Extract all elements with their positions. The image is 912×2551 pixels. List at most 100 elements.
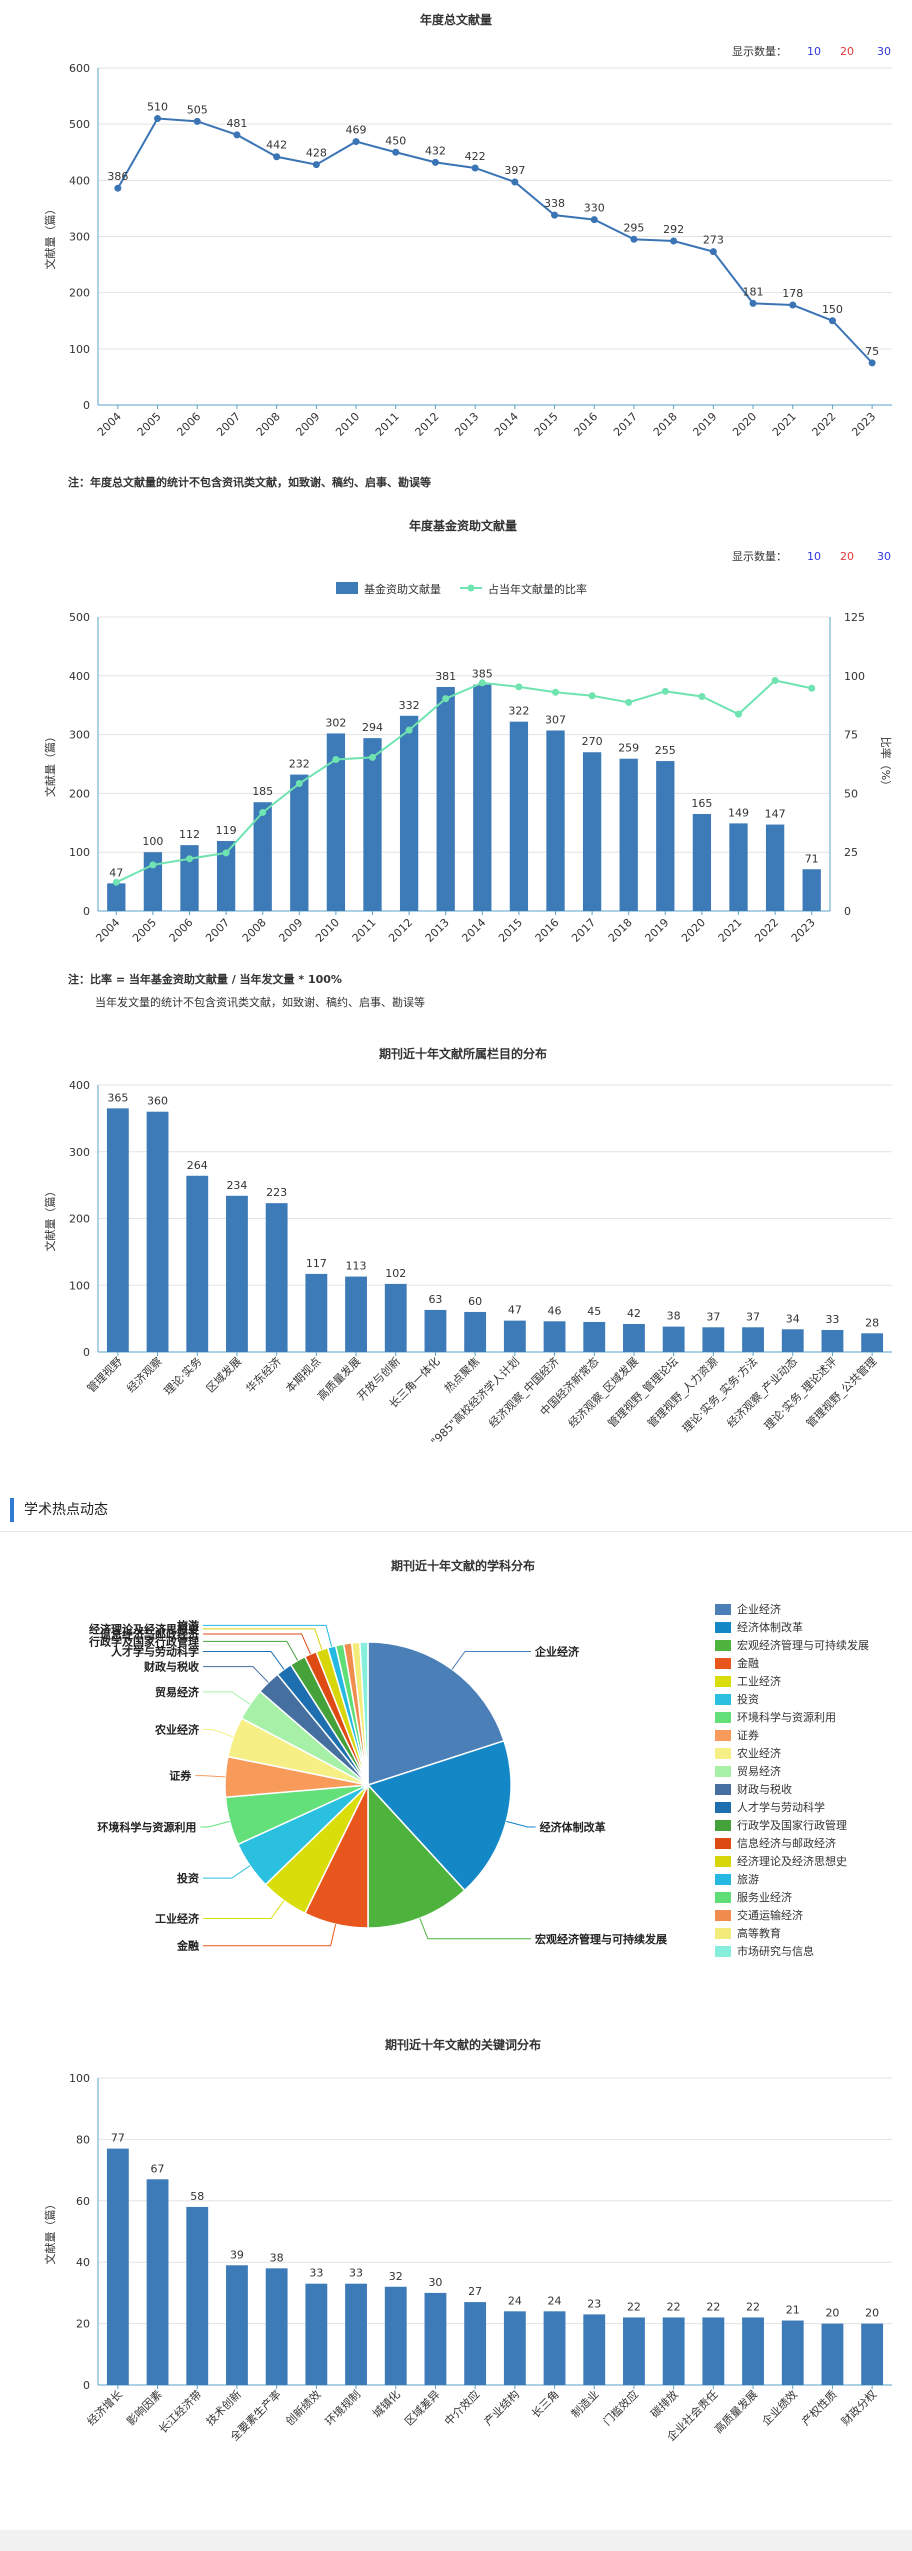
legend-label: 服务业经济 — [737, 1891, 792, 1904]
legend-item[interactable]: 服务业经济 — [715, 1888, 905, 1906]
data-label: 469 — [346, 124, 367, 137]
y-tick-label: 20 — [76, 2318, 90, 2331]
x-tick-label: 经济观察_中国经济 — [486, 1354, 562, 1430]
note-annual-total: 注：年度总文献量的统计不包含资讯类文献，如致谢、稿约、启事、勘误等 — [68, 476, 431, 489]
data-label: 33 — [349, 2267, 363, 2280]
data-point — [114, 184, 122, 192]
data-label: 45 — [587, 1305, 601, 1318]
legend-item[interactable]: 市场研究与信息 — [715, 1942, 905, 1960]
count-option-30[interactable]: 30 — [877, 550, 891, 563]
legend-item[interactable]: 金融 — [715, 1654, 905, 1672]
chart-title: 期刊近十年文献的学科分布 — [391, 1558, 535, 1573]
x-tick-label: 区域发展 — [203, 1354, 244, 1395]
x-tick-label: 技术创新 — [203, 2387, 244, 2428]
count-option-10[interactable]: 10 — [807, 550, 821, 563]
x-tick-label: 2017 — [569, 916, 598, 945]
legend-item[interactable]: 投资 — [715, 1690, 905, 1708]
legend-item[interactable]: 经济体制改革 — [715, 1618, 905, 1636]
data-label: 28 — [865, 1316, 879, 1329]
legend-item[interactable]: 农业经济 — [715, 1744, 905, 1762]
x-tick-label: 创新绩效 — [282, 2387, 323, 2428]
x-tick-label: 经济观察_产业动态 — [724, 1354, 800, 1430]
count-selector: 显示数量： 10 20 30 — [732, 550, 891, 563]
data-point — [749, 299, 757, 307]
legend-item[interactable]: 经济理论及经济思想史 — [715, 1852, 905, 1870]
y-tick-label: 200 — [69, 787, 90, 800]
legend-swatch — [715, 1765, 731, 1777]
x-tick-label: 2013 — [423, 916, 452, 945]
count-option-20[interactable]: 20 — [840, 550, 854, 563]
bar — [503, 2311, 526, 2385]
data-label: 481 — [226, 117, 247, 130]
count-option-10[interactable]: 10 — [807, 45, 821, 58]
x-tick-label: 2009 — [293, 410, 322, 439]
pie-label: 行政学及国家行政管理 — [88, 1634, 199, 1648]
pie-leader-line — [203, 1640, 299, 1661]
y-tick-label: 60 — [76, 2195, 90, 2208]
data-label: 322 — [508, 705, 529, 718]
data-point — [670, 237, 678, 245]
pie-label: 经济体制改革 — [540, 1820, 606, 1834]
data-label: 71 — [805, 852, 819, 865]
legend-item[interactable]: 财政与税收 — [715, 1780, 905, 1798]
data-label: 295 — [623, 221, 644, 234]
data-point — [193, 117, 201, 125]
legend-item[interactable]: 宏观经济管理与可持续发展 — [715, 1636, 905, 1654]
legend-item[interactable]: 高等教育 — [715, 1924, 905, 1942]
x-tick-label: 中介效应 — [441, 2387, 482, 2428]
legend-item[interactable]: 贸易经济 — [715, 1762, 905, 1780]
data-label: 58 — [190, 2190, 204, 2203]
legend-label-line: 占当年文献量的比率 — [488, 582, 587, 596]
data-point — [312, 161, 320, 169]
data-label: 34 — [786, 1312, 800, 1325]
data-label: 37 — [746, 1310, 760, 1323]
legend-item[interactable]: 交通运输经济 — [715, 1906, 905, 1924]
chart-title: 期刊近十年文献所属栏目的分布 — [379, 1046, 547, 1061]
y-tick-label: 600 — [69, 62, 90, 75]
data-label: 432 — [425, 144, 446, 157]
data-label: 22 — [667, 2300, 681, 2313]
legend-swatch — [715, 1603, 731, 1615]
data-label: 37 — [706, 1310, 720, 1323]
data-point — [233, 131, 241, 139]
data-label: 428 — [306, 147, 327, 160]
legend-item[interactable]: 企业经济 — [715, 1600, 905, 1618]
y-tick-label: 200 — [69, 287, 90, 300]
data-point — [630, 235, 638, 243]
x-tick-label: 2010 — [313, 916, 342, 945]
bar — [543, 1321, 566, 1352]
x-tick-label: 2011 — [350, 916, 379, 945]
x-tick-label: 2022 — [752, 916, 781, 945]
y-tick-label: 400 — [69, 670, 90, 683]
y-axis-label: 文献量（篇） — [43, 2199, 57, 2265]
y-tick-label: 0 — [83, 1346, 90, 1359]
data-label: 332 — [399, 699, 420, 712]
bar — [290, 774, 309, 911]
legend-swatch — [715, 1639, 731, 1651]
data-label: 264 — [187, 1159, 208, 1172]
data-label: 223 — [266, 1186, 287, 1199]
x-tick-label: 理论·实务_实务·方法 — [679, 1354, 760, 1435]
legend-item[interactable]: 证券 — [715, 1726, 905, 1744]
bar — [265, 2268, 288, 2385]
note-funded-2: 当年发文量的统计不包含资讯类文献，如致谢、稿约、启事、勘误等 — [95, 996, 425, 1009]
x-tick-label: 2014 — [459, 916, 488, 945]
legend-item[interactable]: 工业经济 — [715, 1672, 905, 1690]
legend-swatch — [715, 1693, 731, 1705]
legend-item[interactable]: 旅游 — [715, 1870, 905, 1888]
y-axis-label: 文献量（篇） — [43, 1186, 57, 1252]
y2-tick-label: 75 — [844, 729, 858, 742]
count-option-20[interactable]: 20 — [840, 45, 854, 58]
bar — [503, 1320, 526, 1352]
legend-item[interactable]: 环境科学与资源利用 — [715, 1708, 905, 1726]
x-tick-label: 2018 — [606, 916, 635, 945]
count-option-30[interactable]: 30 — [877, 45, 891, 58]
legend-item[interactable]: 人才学与劳动科学 — [715, 1798, 905, 1816]
legend-item[interactable]: 行政学及国家行政管理 — [715, 1816, 905, 1834]
data-label: 365 — [107, 1091, 128, 1104]
legend-item[interactable]: 信息经济与邮政经济 — [715, 1834, 905, 1852]
bar — [662, 1326, 685, 1352]
bar — [543, 2311, 566, 2385]
